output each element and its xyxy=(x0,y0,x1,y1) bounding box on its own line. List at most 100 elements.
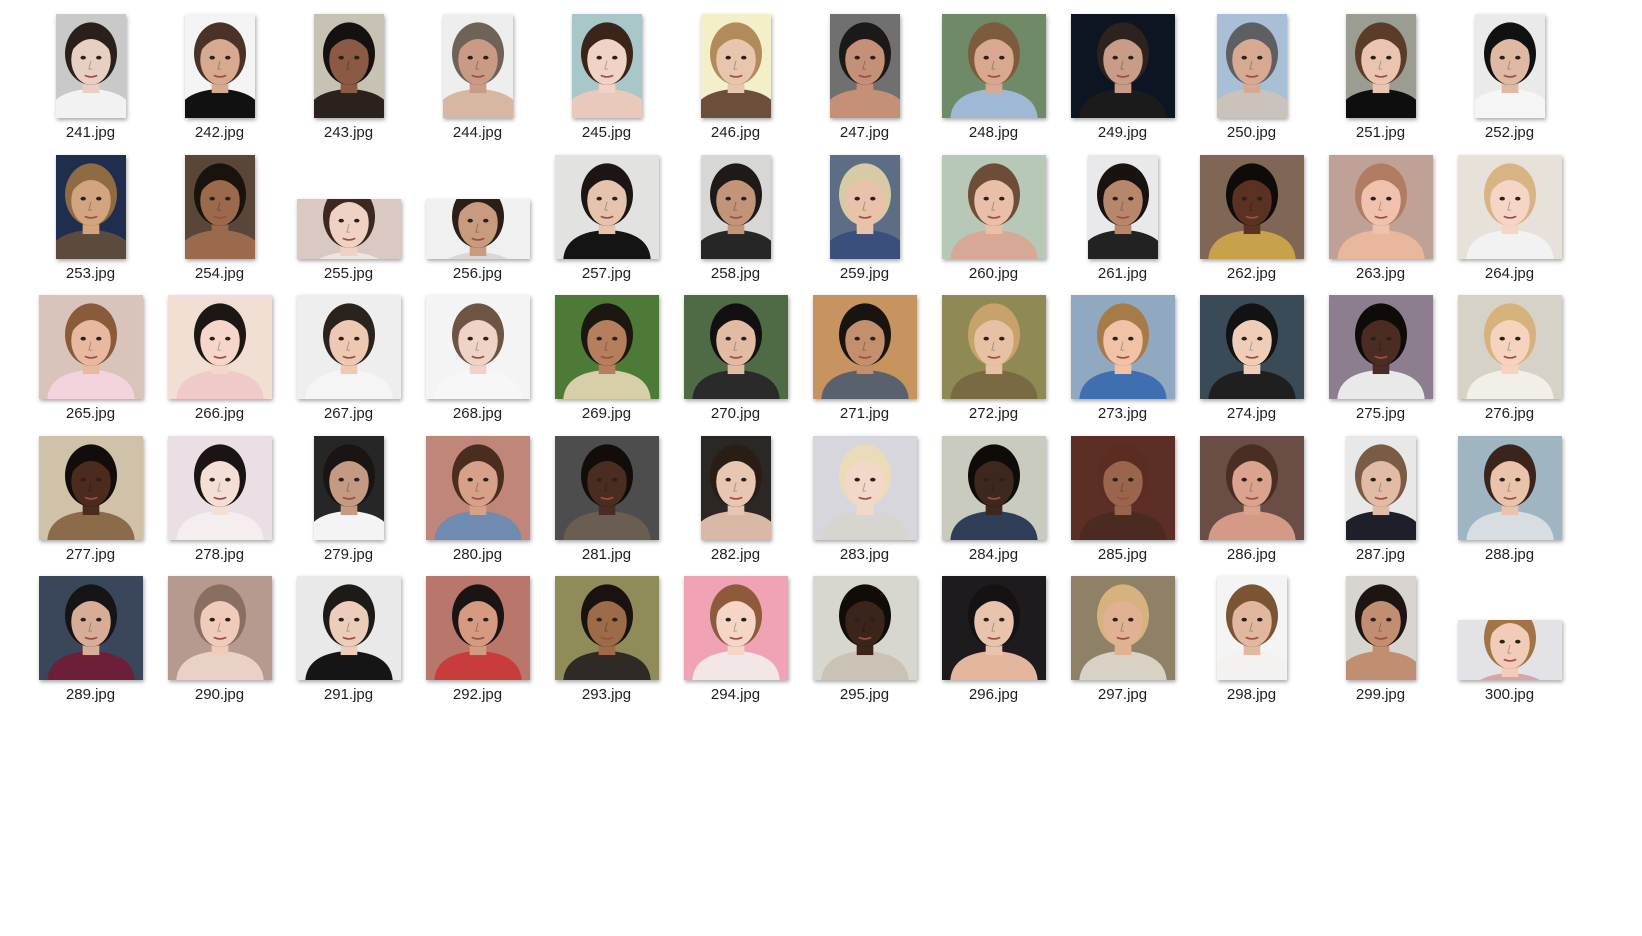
file-item[interactable]: 276.jpg xyxy=(1445,295,1574,436)
image-thumbnail[interactable] xyxy=(425,198,530,259)
image-thumbnail[interactable] xyxy=(941,295,1046,399)
image-thumbnail[interactable] xyxy=(296,576,401,680)
image-thumbnail[interactable] xyxy=(167,576,272,680)
file-item[interactable]: 281.jpg xyxy=(542,435,671,577)
image-thumbnail[interactable] xyxy=(1070,14,1175,118)
file-item[interactable]: 285.jpg xyxy=(1058,435,1187,577)
image-thumbnail[interactable] xyxy=(1216,14,1287,118)
file-item[interactable]: 244.jpg xyxy=(413,14,542,155)
image-thumbnail[interactable] xyxy=(296,198,401,259)
file-item[interactable]: 284.jpg xyxy=(929,435,1058,577)
image-thumbnail[interactable] xyxy=(1457,435,1562,540)
image-thumbnail[interactable] xyxy=(812,435,917,540)
file-item[interactable]: 291.jpg xyxy=(284,576,413,717)
image-thumbnail[interactable] xyxy=(425,295,530,399)
image-thumbnail[interactable] xyxy=(184,14,255,118)
file-item[interactable]: 241.jpg xyxy=(26,14,155,155)
file-item[interactable]: 264.jpg xyxy=(1445,154,1574,296)
image-thumbnail[interactable] xyxy=(1345,435,1416,540)
file-item[interactable]: 250.jpg xyxy=(1187,14,1316,155)
image-thumbnail[interactable] xyxy=(1457,620,1562,680)
file-item[interactable]: 260.jpg xyxy=(929,154,1058,296)
file-item[interactable]: 298.jpg xyxy=(1187,576,1316,717)
file-item[interactable]: 282.jpg xyxy=(671,435,800,577)
image-thumbnail[interactable] xyxy=(571,14,642,118)
image-thumbnail[interactable] xyxy=(313,14,384,118)
image-thumbnail[interactable] xyxy=(1216,576,1287,680)
file-item[interactable]: 288.jpg xyxy=(1445,435,1574,577)
image-thumbnail[interactable] xyxy=(313,435,384,540)
image-thumbnail[interactable] xyxy=(700,435,771,540)
image-thumbnail[interactable] xyxy=(38,576,143,680)
file-item[interactable]: 263.jpg xyxy=(1316,154,1445,296)
image-thumbnail[interactable] xyxy=(1070,435,1175,540)
file-item[interactable]: 249.jpg xyxy=(1058,14,1187,155)
image-thumbnail[interactable] xyxy=(1345,576,1416,680)
image-thumbnail[interactable] xyxy=(55,154,126,259)
file-item[interactable]: 289.jpg xyxy=(26,576,155,717)
image-thumbnail[interactable] xyxy=(1457,154,1562,259)
file-item[interactable]: 269.jpg xyxy=(542,295,671,436)
file-item[interactable]: 287.jpg xyxy=(1316,435,1445,577)
file-item[interactable]: 242.jpg xyxy=(155,14,284,155)
image-thumbnail[interactable] xyxy=(812,576,917,680)
image-thumbnail[interactable] xyxy=(554,435,659,540)
image-thumbnail[interactable] xyxy=(941,435,1046,540)
file-item[interactable]: 277.jpg xyxy=(26,435,155,577)
file-item[interactable]: 275.jpg xyxy=(1316,295,1445,436)
image-thumbnail[interactable] xyxy=(683,295,788,399)
image-thumbnail[interactable] xyxy=(1328,295,1433,399)
image-thumbnail[interactable] xyxy=(812,295,917,399)
file-item[interactable]: 271.jpg xyxy=(800,295,929,436)
file-item[interactable]: 296.jpg xyxy=(929,576,1058,717)
image-thumbnail[interactable] xyxy=(554,576,659,680)
file-item[interactable]: 262.jpg xyxy=(1187,154,1316,296)
image-thumbnail[interactable] xyxy=(554,295,659,399)
image-thumbnail[interactable] xyxy=(442,14,513,118)
file-item[interactable]: 295.jpg xyxy=(800,576,929,717)
file-item[interactable]: 265.jpg xyxy=(26,295,155,436)
file-item[interactable]: 300.jpg xyxy=(1445,576,1574,717)
file-item[interactable]: 279.jpg xyxy=(284,435,413,577)
file-item[interactable]: 280.jpg xyxy=(413,435,542,577)
file-item[interactable]: 261.jpg xyxy=(1058,154,1187,296)
file-item[interactable]: 273.jpg xyxy=(1058,295,1187,436)
file-item[interactable]: 270.jpg xyxy=(671,295,800,436)
image-thumbnail[interactable] xyxy=(941,14,1046,118)
file-item[interactable]: 266.jpg xyxy=(155,295,284,436)
file-item[interactable]: 245.jpg xyxy=(542,14,671,155)
image-thumbnail[interactable] xyxy=(55,14,126,118)
image-thumbnail[interactable] xyxy=(700,154,771,259)
file-item[interactable]: 252.jpg xyxy=(1445,14,1574,155)
file-item[interactable]: 272.jpg xyxy=(929,295,1058,436)
image-thumbnail[interactable] xyxy=(1345,14,1416,118)
file-item[interactable]: 267.jpg xyxy=(284,295,413,436)
file-item[interactable]: 294.jpg xyxy=(671,576,800,717)
image-thumbnail[interactable] xyxy=(1474,14,1545,118)
image-thumbnail[interactable] xyxy=(425,435,530,540)
file-item[interactable]: 257.jpg xyxy=(542,154,671,296)
image-thumbnail[interactable] xyxy=(683,576,788,680)
image-thumbnail[interactable] xyxy=(38,295,143,399)
file-item[interactable]: 256.jpg xyxy=(413,155,542,296)
file-item[interactable]: 293.jpg xyxy=(542,576,671,717)
file-item[interactable]: 251.jpg xyxy=(1316,14,1445,155)
file-item[interactable]: 286.jpg xyxy=(1187,435,1316,577)
file-item[interactable]: 268.jpg xyxy=(413,295,542,436)
image-thumbnail[interactable] xyxy=(829,154,900,259)
file-item[interactable]: 274.jpg xyxy=(1187,295,1316,436)
image-thumbnail[interactable] xyxy=(425,576,530,680)
image-thumbnail[interactable] xyxy=(941,576,1046,680)
file-item[interactable]: 247.jpg xyxy=(800,14,929,155)
image-thumbnail[interactable] xyxy=(829,14,900,118)
image-thumbnail[interactable] xyxy=(1199,295,1304,399)
file-item[interactable]: 259.jpg xyxy=(800,154,929,296)
file-item[interactable]: 299.jpg xyxy=(1316,576,1445,717)
image-thumbnail[interactable] xyxy=(1457,295,1562,399)
file-item[interactable]: 292.jpg xyxy=(413,576,542,717)
file-item[interactable]: 254.jpg xyxy=(155,154,284,296)
image-thumbnail[interactable] xyxy=(700,14,771,118)
file-item[interactable]: 290.jpg xyxy=(155,576,284,717)
image-thumbnail[interactable] xyxy=(167,435,272,540)
file-item[interactable]: 297.jpg xyxy=(1058,576,1187,717)
